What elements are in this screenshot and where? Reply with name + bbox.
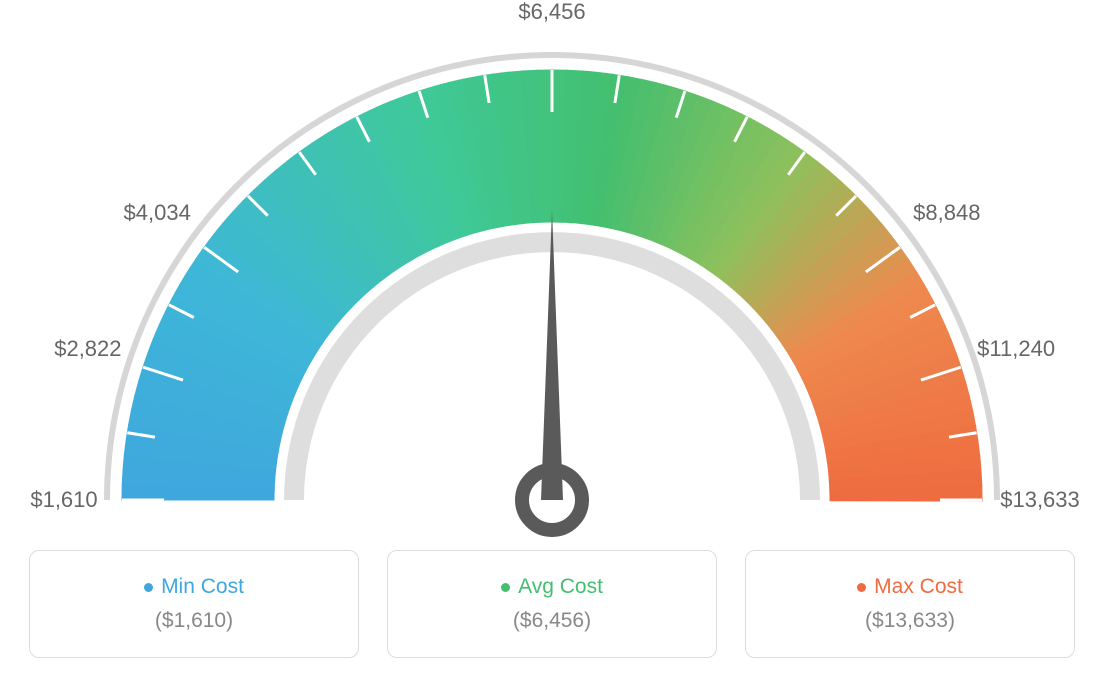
legend-dot-icon [144,583,153,592]
legend-title-text: Avg Cost [518,575,603,599]
legend-card: Avg Cost ($6,456) [387,550,717,658]
gauge-scale-label: $2,822 [54,336,121,362]
legend-title: Max Cost [857,575,963,599]
gauge-svg [22,10,1082,550]
legend-title-text: Min Cost [161,575,244,599]
legend-value: ($6,456) [513,609,591,633]
legend-title-text: Max Cost [874,575,963,599]
gauge-scale-label: $1,610 [30,487,97,513]
legend-value: ($1,610) [155,609,233,633]
legend-dot-icon [857,583,866,592]
gauge-scale-label: $13,633 [1000,487,1080,513]
gauge-scale-label: $4,034 [124,200,191,226]
gauge-scale-label: $6,456 [518,0,585,25]
legend-card: Max Cost ($13,633) [745,550,1075,658]
gauge-needle [541,210,563,500]
gauge-scale-label: $8,848 [913,200,980,226]
legend-dot-icon [501,583,510,592]
legend-card: Min Cost ($1,610) [29,550,359,658]
legend-value: ($13,633) [865,609,955,633]
cost-gauge-chart: $1,610$2,822$4,034$6,456$8,848$11,240$13… [22,10,1082,550]
legend-title: Avg Cost [501,575,603,599]
legend-row: Min Cost ($1,610) Avg Cost ($6,456) Max Cost… [29,550,1075,658]
legend-title: Min Cost [144,575,244,599]
gauge-scale-label: $11,240 [977,336,1055,362]
